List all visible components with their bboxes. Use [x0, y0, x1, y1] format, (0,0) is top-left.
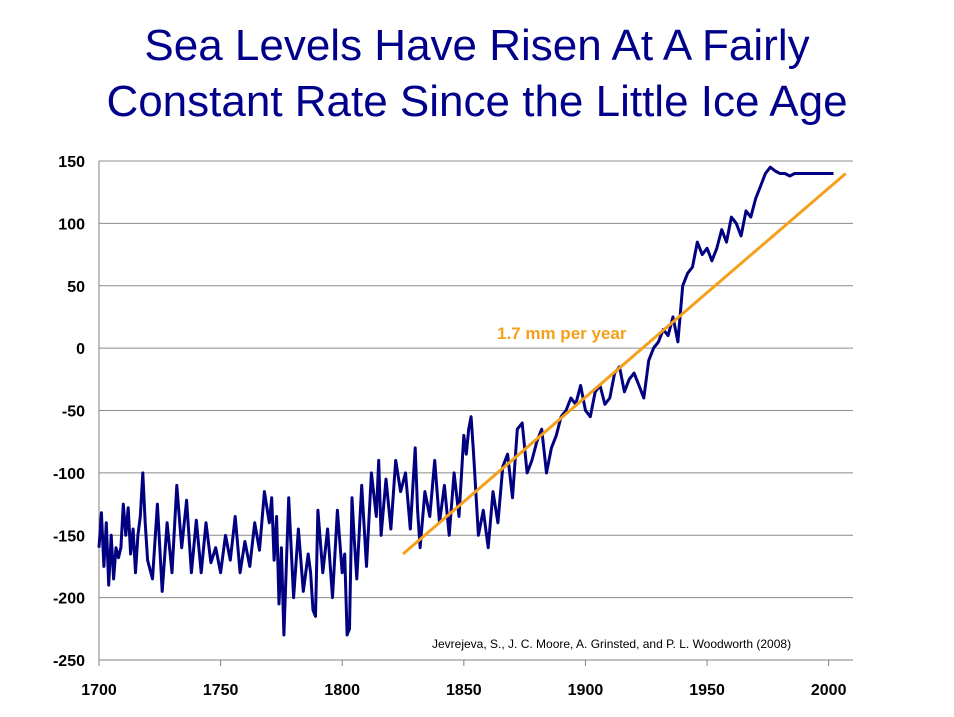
title-line-1: Sea Levels Have Risen At A Fairly: [144, 21, 810, 70]
x-tick-label: 1850: [446, 682, 482, 699]
grid-lines: [99, 160, 853, 661]
x-tick-label: 2000: [811, 682, 847, 699]
y-tick-label: 100: [58, 216, 85, 233]
source-citation: Jevrejeva, S., J. C. Moore, A. Grinsted,…: [432, 637, 791, 651]
x-tick-labels: 1700 1750 1800 1850 1900 1950 2000: [81, 682, 846, 699]
sea-level-series-line: [97, 165, 834, 637]
y-tick-label: -200: [53, 591, 85, 608]
axes: [98, 161, 853, 666]
y-tick-label: -150: [53, 528, 85, 545]
y-tick-labels: 150 100 50 0 -50 -100 -150 -200 -250: [53, 154, 85, 670]
x-tick-label: 1800: [324, 682, 360, 699]
y-tick-label: -50: [62, 404, 85, 421]
title-line-2: Constant Rate Since the Little Ice Age: [106, 77, 848, 126]
x-tick-label: 1950: [689, 682, 725, 699]
trend-annotation: 1.7 mm per year: [497, 324, 627, 343]
y-tick-label: 50: [67, 279, 85, 296]
y-tick-label: 150: [58, 154, 85, 171]
y-tick-label: 0: [76, 341, 85, 358]
trend-line: [402, 172, 847, 556]
x-tick-label: 1700: [81, 682, 117, 699]
page-title: Sea Levels Have Risen At A Fairly Consta…: [0, 18, 954, 130]
x-tick-label: 1750: [203, 682, 239, 699]
y-tick-label: -100: [53, 466, 85, 483]
y-tick-label: -250: [53, 653, 85, 670]
x-tick-label: 1900: [568, 682, 604, 699]
